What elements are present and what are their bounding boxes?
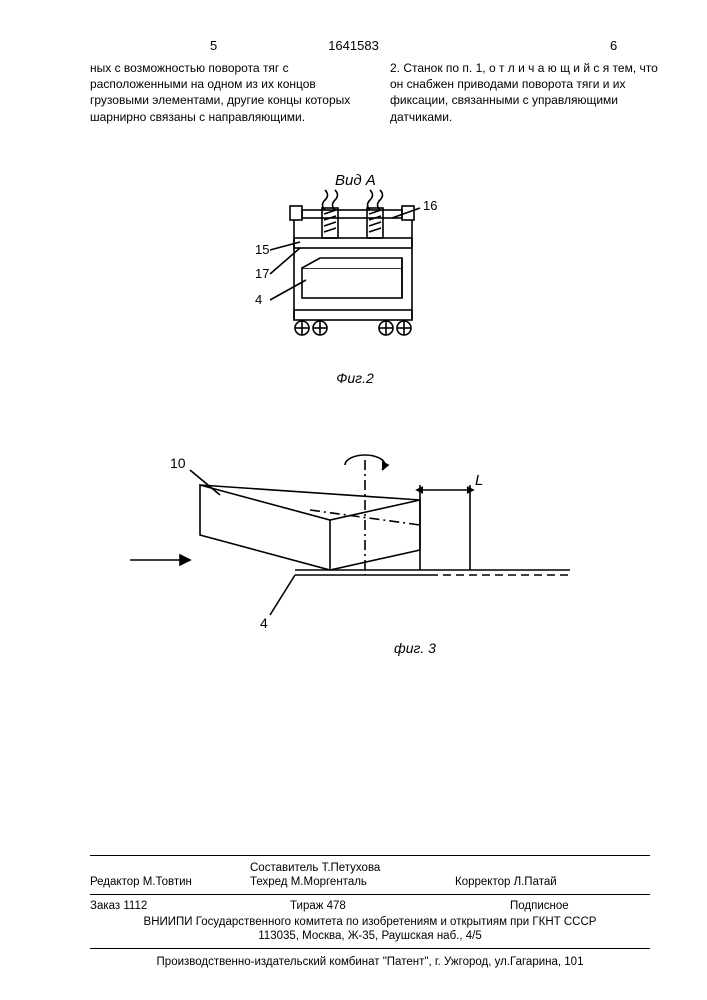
column-right-text: 2. Станок по п. 1, о т л и ч а ю щ и й с… — [390, 60, 670, 125]
fig2-label-16: 16 — [423, 198, 437, 213]
fig2-label-4: 4 — [255, 292, 262, 307]
figure-2: Вид А — [230, 170, 480, 370]
footer-compiler: Составитель Т.Петухова — [250, 862, 380, 874]
fig2-label-17: 17 — [255, 266, 269, 281]
footer-subscription: Подписное — [510, 900, 569, 912]
page-number-right: 6 — [610, 38, 617, 53]
patent-number: 1641583 — [328, 38, 379, 53]
figure-2-caption: Фиг.2 — [230, 370, 480, 386]
figure-3: 10 4 L фиг. 3 — [130, 430, 580, 640]
fig3-label-10: 10 — [170, 455, 186, 471]
footer-rule-3 — [90, 948, 650, 949]
footer-order: Заказ 1112 — [90, 900, 147, 912]
patent-page: 5 1641583 6 ных с возможностью поворота … — [0, 0, 707, 1000]
footer-editor: Редактор М.Товтин — [90, 876, 192, 888]
fig2-label-15: 15 — [255, 242, 269, 257]
footer-rule-1 — [90, 855, 650, 856]
footer-techred: Техред М.Моргенталь — [250, 876, 367, 888]
figure-2-svg: Вид А — [230, 170, 480, 370]
fig3-label-L: L — [475, 472, 483, 489]
footer-tirage: Тираж 478 — [290, 900, 346, 912]
footer-address: 113035, Москва, Ж-35, Раушская наб., 4/5 — [90, 930, 650, 942]
fig2-view-label: Вид А — [335, 172, 376, 189]
footer-corrector: Корректор Л.Патай — [455, 876, 557, 888]
footer-publisher: Производственно-издательский комбинат "П… — [90, 956, 650, 968]
page-number-left: 5 — [210, 38, 217, 53]
fig3-label-4: 4 — [260, 615, 268, 631]
footer-rule-2 — [90, 894, 650, 895]
figure-3-caption: фиг. 3 — [250, 640, 580, 656]
column-left-text: ных с возможностью поворота тяг с распол… — [90, 60, 370, 125]
footer-org: ВНИИПИ Государственного комитета по изоб… — [90, 916, 650, 928]
figure-3-svg: 10 4 L — [130, 430, 580, 640]
